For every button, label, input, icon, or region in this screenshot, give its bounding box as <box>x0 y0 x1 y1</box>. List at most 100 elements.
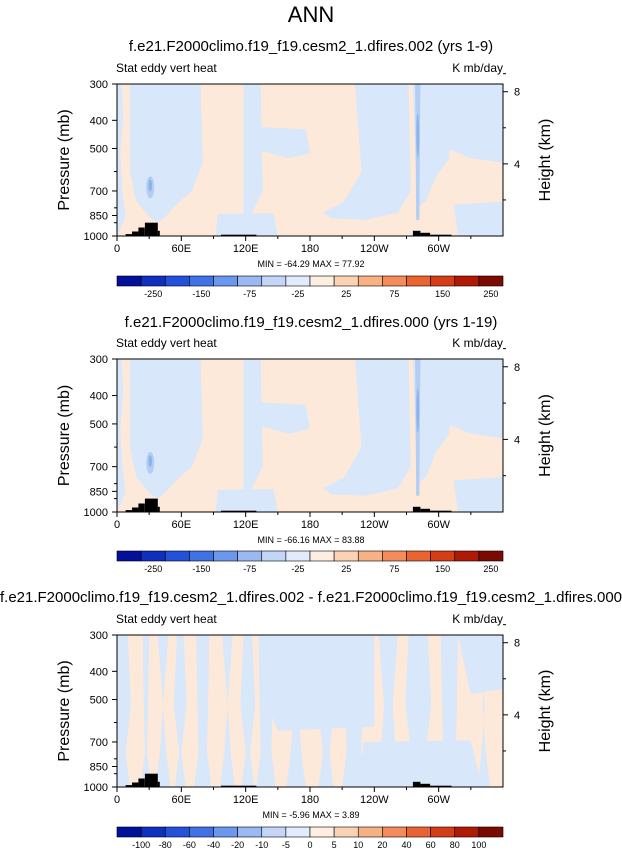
height-tick-label: 4 <box>514 159 520 171</box>
colorbar-swatch <box>261 275 287 287</box>
y-tick-label: 300 <box>90 354 108 366</box>
y-tick-label: 500 <box>90 143 108 155</box>
field-negative <box>117 84 126 236</box>
page-title-text: ANN <box>287 2 335 27</box>
terrain-block <box>420 783 431 787</box>
plot-area <box>117 359 503 512</box>
field-negative <box>173 635 187 787</box>
colorbar-swatch <box>478 550 504 562</box>
colorbar-label: 150 <box>435 289 450 299</box>
page-title: ANN <box>0 2 622 28</box>
terrain-block <box>221 785 257 787</box>
colorbar-label: -150 <box>192 564 210 574</box>
field-negative-core <box>416 388 420 433</box>
colorbar-swatch <box>382 275 407 287</box>
terrain-block <box>132 231 139 236</box>
field-negative <box>267 635 375 731</box>
colorbar-label: -40 <box>207 840 220 850</box>
colorbar-swatch <box>454 826 480 838</box>
y-axis-label-right: Height (km) <box>537 670 554 753</box>
colorbar-label: -75 <box>243 289 256 299</box>
colorbar-swatch <box>430 275 456 287</box>
y-axis-label: Pressure (mb) <box>56 660 73 761</box>
colorbar-swatch <box>261 826 287 838</box>
colorbar-label: -25 <box>291 564 304 574</box>
y-tick-label: 500 <box>90 419 108 431</box>
colorbar-label: 75 <box>389 289 399 299</box>
colorbar-label: -150 <box>192 289 210 299</box>
x-tick-label: 0 <box>114 243 120 255</box>
y-tick-label: 1000 <box>84 782 108 794</box>
chart-right-label: K mb/day <box>452 612 503 626</box>
y-axis-label: Pressure (mb) <box>56 109 73 210</box>
field-negative <box>322 84 411 220</box>
field-negative <box>477 635 491 787</box>
terrain-block <box>221 234 257 236</box>
height-tick-label: 8 <box>514 362 520 374</box>
x-tick-label: 60E <box>172 243 192 255</box>
field-negative <box>458 635 503 695</box>
field-negative <box>155 635 171 787</box>
x-tick-label: 120W <box>360 519 389 531</box>
y-tick-label: 850 <box>90 210 108 222</box>
colorbar-swatch <box>164 275 190 287</box>
terrain-block <box>157 506 160 512</box>
y-axis-label: Pressure (mb) <box>56 385 73 486</box>
field-negative <box>359 740 482 787</box>
terrain-block <box>125 234 132 236</box>
chart-panel-2: f.e21.F2000climo.f19_f19.cesm2_1.dfires.… <box>56 314 554 574</box>
colorbar-swatch <box>406 826 431 838</box>
field-negative <box>219 635 235 787</box>
y-tick-label: 300 <box>90 79 108 91</box>
colorbar: -250 -150 -75 -25 25 75 150 250 <box>116 275 504 299</box>
colorbar-label: -250 <box>144 564 162 574</box>
min-max-stats: MIN = -66.16 MAX = 83.88 <box>257 535 364 545</box>
colorbar-swatch <box>333 826 359 838</box>
colorbar-swatch <box>189 826 214 838</box>
field-negative <box>215 489 278 512</box>
colorbar-label: 250 <box>483 564 498 574</box>
colorbar-label: -80 <box>159 840 172 850</box>
field-negative-blob-core <box>148 455 153 468</box>
colorbar-swatch <box>189 275 214 287</box>
x-tick-label: 60W <box>427 794 450 806</box>
y-tick-label: 400 <box>90 666 108 678</box>
colorbar-label: 40 <box>401 840 411 850</box>
colorbar-swatch <box>140 826 166 838</box>
colorbar-swatch <box>357 826 383 838</box>
terrain-block <box>144 773 158 787</box>
y-tick-label: 300 <box>90 630 108 642</box>
field-negative <box>412 84 452 208</box>
terrain-block <box>144 498 158 512</box>
x-tick-label: 120W <box>360 243 389 255</box>
colorbar-label: -25 <box>291 289 304 299</box>
colorbar-label: -100 <box>132 840 150 850</box>
x-tick-label: 60W <box>427 519 450 531</box>
colorbar-swatch <box>213 550 238 562</box>
terrain-block <box>420 508 431 512</box>
colorbar-label: 250 <box>483 289 498 299</box>
terrain-block <box>430 785 452 787</box>
height-tick-label: 8 <box>514 87 520 99</box>
field-negative <box>117 359 126 512</box>
field-negative <box>250 126 310 159</box>
field-negative <box>240 635 256 787</box>
colorbar-swatch <box>406 275 431 287</box>
min-max-stats: MIN = -5.96 MAX = 3.89 <box>262 810 359 820</box>
y-tick-label: 850 <box>90 486 108 498</box>
colorbar-swatch <box>406 550 431 562</box>
y-tick-label: 400 <box>90 115 108 127</box>
colorbar-swatch <box>382 550 407 562</box>
colorbar-swatch <box>478 275 504 287</box>
field-negative <box>117 635 131 787</box>
field-negative <box>438 359 503 439</box>
colorbar-swatch <box>189 550 214 562</box>
colorbar-swatch <box>333 275 359 287</box>
field-negative <box>194 635 212 787</box>
x-tick-label: 0 <box>114 519 120 531</box>
colorbar-swatch <box>237 275 263 287</box>
x-tick-label: 180 <box>301 519 319 531</box>
x-tick-label: 180 <box>301 243 319 255</box>
plot-area <box>117 84 503 236</box>
